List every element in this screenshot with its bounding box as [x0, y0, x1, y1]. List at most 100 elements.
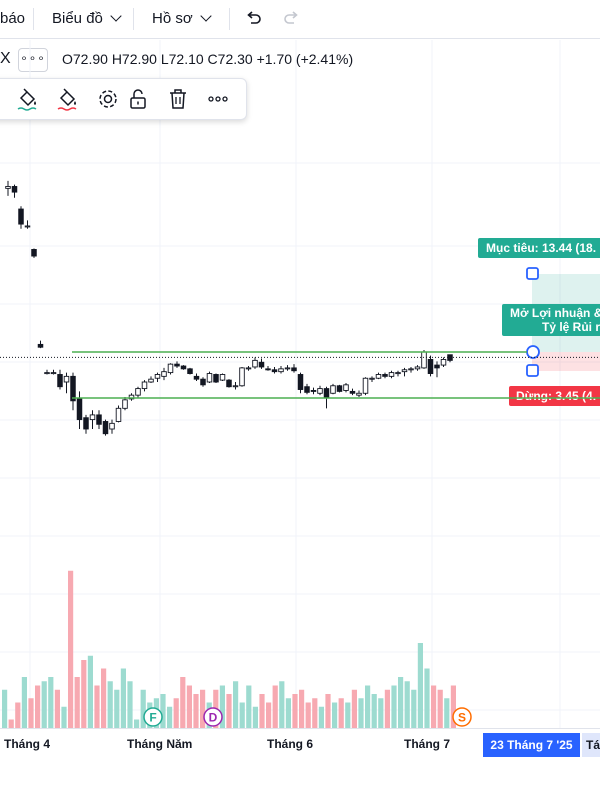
volume-bar	[193, 694, 199, 728]
candle-body	[330, 385, 336, 394]
candle-body	[135, 388, 141, 396]
price-chart[interactable]: Mục tiêu: 13.44 (18. Mở Lợi nhuận &Tỷ lệ …	[0, 0, 600, 728]
legend-more-button[interactable]: ∘∘∘	[18, 48, 48, 72]
volume-bar	[186, 685, 192, 728]
candle-body	[349, 390, 356, 394]
volume-bar	[173, 698, 179, 728]
volume-bar	[28, 698, 34, 728]
candle-body	[128, 394, 135, 400]
volume-bar	[259, 694, 265, 728]
stop-label-box	[509, 386, 600, 406]
candle-body	[362, 377, 369, 394]
trash-icon[interactable]	[165, 86, 191, 112]
volume-bar	[8, 719, 14, 728]
candle-body	[317, 388, 323, 394]
candle-body	[239, 367, 245, 387]
x-axis-label: Tháng 6	[267, 737, 314, 751]
candle-body	[102, 421, 109, 435]
position-tool: Mục tiêu: 13.44 (18. Mở Lợi nhuận &Tỷ lệ …	[478, 238, 600, 406]
candle-body	[252, 359, 258, 368]
volume-bar	[285, 698, 291, 728]
profile-menu-label: Hồ sơ	[152, 10, 193, 27]
crosshair-time-label: 23 Tháng 7 '25	[483, 733, 580, 757]
stop-label: Dừng: 3.45 (4.	[516, 389, 596, 403]
volume-bar	[239, 702, 245, 728]
volume-bar	[424, 668, 430, 728]
volume-bar	[404, 681, 410, 728]
candle-body	[297, 374, 304, 390]
candle-body	[265, 368, 271, 371]
volume-bar	[35, 685, 41, 728]
unlock-icon[interactable]	[125, 86, 151, 112]
ohlc-values: O72.90 H72.90 L72.10 C72.30 +1.70 (+2.41…	[62, 51, 354, 67]
x-axis-label: Tháng 7	[404, 737, 451, 751]
target-label: Mục tiêu: 13.44 (18.	[486, 241, 596, 255]
volume-bar	[226, 694, 232, 728]
candle-body	[343, 384, 349, 391]
volume-bar	[279, 681, 285, 728]
candle-body	[174, 363, 180, 367]
candle-body	[180, 365, 187, 370]
volume-bar	[127, 681, 133, 728]
volume-bar	[48, 677, 54, 728]
candle-body	[213, 374, 219, 383]
candle-body	[434, 364, 440, 369]
volume-bar	[81, 660, 87, 728]
candle-body	[382, 374, 388, 377]
volume-bar	[338, 698, 344, 728]
candle-body	[187, 368, 193, 374]
volume-bar	[120, 668, 126, 728]
volume-bar	[94, 685, 100, 728]
loss-zone	[532, 352, 600, 371]
volume-bar	[272, 685, 278, 728]
event-marker-label: D	[209, 711, 218, 725]
undo-icon[interactable]	[244, 10, 262, 28]
volume-bar	[312, 698, 318, 728]
open-label-line-1: Mở Lợi nhuận &	[510, 306, 600, 320]
fill-bucket-icon[interactable]	[15, 86, 41, 112]
volume-bar	[200, 689, 206, 728]
candle-body	[323, 388, 330, 399]
volume-bar	[431, 685, 437, 728]
volume-bar	[378, 698, 384, 728]
volume-bar	[358, 698, 364, 728]
volume-bar	[351, 689, 357, 728]
event-marker-label: F	[149, 711, 156, 725]
volume-bar	[134, 719, 140, 728]
volume-bar	[74, 677, 80, 728]
redo-icon[interactable]	[283, 10, 301, 28]
candle-body	[18, 208, 24, 225]
volume-bar	[101, 668, 107, 728]
candle-body	[76, 398, 83, 421]
candle-body	[89, 414, 96, 421]
symbol-name[interactable]: X	[0, 50, 11, 67]
candle-body	[414, 366, 421, 370]
candle-body	[11, 186, 18, 193]
candle-body	[44, 372, 50, 375]
volume-bar	[21, 677, 27, 728]
candle-body	[356, 392, 362, 396]
volume-bar	[384, 689, 390, 728]
more-icon[interactable]	[205, 86, 231, 112]
text-color-icon[interactable]	[55, 86, 81, 112]
menu-item-partial[interactable]: báo	[0, 10, 26, 27]
open-label-line-2: Tỷ lệ Rủi r	[542, 320, 600, 334]
x-axis-label: Tháng 4	[4, 737, 51, 751]
candle-body	[375, 374, 382, 379]
candle-body	[96, 414, 102, 425]
candle-body	[31, 249, 37, 257]
candle-body	[245, 367, 252, 370]
candle-body	[440, 358, 447, 366]
candle-body	[421, 351, 427, 369]
entry-handle	[526, 345, 540, 359]
gear-icon[interactable]	[95, 86, 121, 112]
volume-bar	[114, 689, 120, 728]
chart-menu-label: Biểu đồ	[52, 10, 103, 27]
candle-body	[141, 381, 148, 390]
chart-type-menu[interactable]: Biểu đồ	[52, 0, 122, 38]
candle-body	[291, 367, 297, 372]
open-label-box	[502, 304, 600, 336]
profile-menu[interactable]: Hồ sơ	[152, 0, 212, 38]
x-axis-label: Tháng Năm	[127, 737, 193, 751]
candle-body	[206, 373, 213, 383]
